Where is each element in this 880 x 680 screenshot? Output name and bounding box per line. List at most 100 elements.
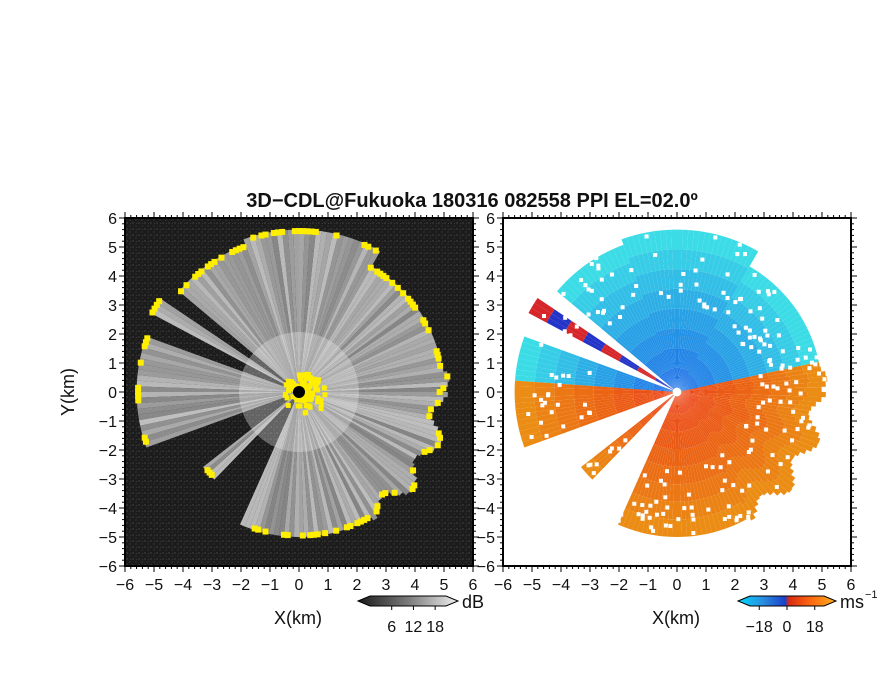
velocity-cell xyxy=(698,422,710,438)
x-tick-label: 0 xyxy=(673,577,682,594)
velocity-cell xyxy=(669,431,673,449)
velocity-cell xyxy=(555,406,576,414)
velocity-cell xyxy=(515,406,536,415)
velocity-cell xyxy=(678,395,688,412)
reflectivity-core-cell xyxy=(282,392,288,398)
velocity-cell xyxy=(538,352,559,363)
velocity-cell xyxy=(746,399,763,404)
velocity-cell xyxy=(594,380,615,386)
velocity-cell xyxy=(680,377,694,390)
reflectivity-ray xyxy=(299,392,423,457)
velocity-cell xyxy=(724,415,741,426)
reflectivity-ray xyxy=(299,392,310,537)
velocity-gap xyxy=(636,512,641,517)
reflectivity-ray xyxy=(299,310,422,392)
velocity-cell xyxy=(762,410,780,418)
velocity-cell xyxy=(697,395,714,400)
velocity-cell xyxy=(753,392,772,396)
velocity-cell xyxy=(697,378,715,386)
velocity-cell xyxy=(716,393,734,396)
velocity-cell xyxy=(659,330,667,350)
velocity-gap xyxy=(561,373,566,378)
velocity-cell xyxy=(671,413,675,432)
reflectivity-rim-cell xyxy=(135,393,142,400)
velocity-cell xyxy=(603,251,617,271)
reflectivity-ray xyxy=(299,274,389,392)
velocity-cell xyxy=(681,383,698,391)
velocity-cell xyxy=(680,484,685,502)
velocity-cell xyxy=(680,448,685,467)
velocity-cell xyxy=(768,437,786,449)
reflectivity-ray xyxy=(299,232,333,392)
velocity-cell xyxy=(715,378,733,384)
velocity-cell xyxy=(760,403,778,410)
velocity-cell xyxy=(677,367,678,388)
velocity-cell xyxy=(653,393,673,399)
y-tick-label: −6 xyxy=(477,559,495,576)
velocity-cell xyxy=(789,382,808,389)
velocity-cell xyxy=(639,342,653,359)
velocity-cell xyxy=(733,389,752,392)
y-tick-label: 4 xyxy=(486,269,495,286)
velocity-cell xyxy=(652,392,673,395)
reflectivity-rim-cell xyxy=(135,384,142,391)
velocity-cell xyxy=(667,430,672,449)
velocity-cell xyxy=(729,457,743,472)
velocity-cell xyxy=(699,480,708,499)
x-tick-label: 1 xyxy=(324,577,333,594)
velocity-gap xyxy=(807,366,812,371)
velocity-cell xyxy=(748,409,766,418)
velocity-cell xyxy=(635,376,655,385)
velocity-cell xyxy=(633,382,654,388)
velocity-cell xyxy=(713,368,730,378)
velocity-cell xyxy=(687,465,694,484)
velocity-cell xyxy=(684,448,690,466)
reflectivity-rim-cell xyxy=(274,229,281,236)
velocity-cell xyxy=(664,269,670,290)
velocity-cell xyxy=(673,396,677,414)
velocity-cell xyxy=(687,269,695,290)
velocity-cell xyxy=(711,363,728,374)
velocity-gap xyxy=(722,516,727,521)
reflectivity-rim-cell xyxy=(149,309,156,316)
velocity-cell xyxy=(660,374,675,389)
velocity-cell xyxy=(763,461,781,477)
velocity-gap xyxy=(568,333,573,338)
velocity-cell xyxy=(763,313,781,328)
velocity-cell xyxy=(744,496,758,515)
velocity-cell xyxy=(614,399,635,406)
velocity-cell xyxy=(668,308,673,329)
velocity-cell xyxy=(662,394,674,405)
velocity-cell xyxy=(721,418,737,429)
velocity-cell xyxy=(764,414,783,422)
reflectivity-core-cell xyxy=(302,372,308,378)
velocity-cell xyxy=(807,371,826,379)
reflectivity-ray xyxy=(299,229,305,392)
velocity-cell xyxy=(633,395,654,400)
velocity-cell xyxy=(699,389,718,392)
velocity-cell xyxy=(748,271,763,289)
velocity-cell xyxy=(692,446,701,464)
velocity-cell xyxy=(719,257,731,279)
velocity-gap xyxy=(589,288,594,293)
reflectivity-ray xyxy=(293,392,299,537)
velocity-cell xyxy=(732,373,751,381)
velocity-gap xyxy=(785,455,790,460)
velocity-cell xyxy=(728,399,746,404)
velocity-cell xyxy=(613,313,628,331)
velocity-cell xyxy=(693,482,700,501)
velocity-cell xyxy=(612,268,626,288)
reflectivity-ray xyxy=(299,392,320,537)
velocity-cell xyxy=(680,394,695,407)
velocity-gap xyxy=(645,483,650,488)
velocity-cell xyxy=(767,369,786,376)
velocity-cell xyxy=(783,444,801,457)
velocity-cell xyxy=(776,455,793,469)
velocity-cell xyxy=(698,313,709,334)
velocity-cell xyxy=(698,392,717,395)
velocity-cell xyxy=(657,330,665,351)
reflectivity-ray xyxy=(138,392,299,421)
velocity-gap xyxy=(563,315,568,320)
velocity-cell xyxy=(669,396,676,413)
velocity-cell xyxy=(742,348,760,360)
